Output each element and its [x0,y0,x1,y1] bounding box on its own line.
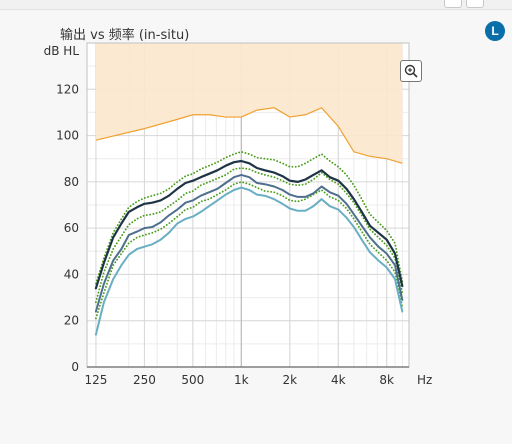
x-tick-labels: 125 250 500 1k 2k 4k 8k [84,373,394,387]
series-line-lower [94,186,404,336]
y-tick-label: 20 [64,314,79,328]
zoom-button[interactable] [400,60,422,82]
x-tick-label: 125 [84,373,107,387]
y-tick-label: 60 [64,221,79,235]
chart-title: 输出 vs 频率 (in-situ) [60,28,190,43]
toolbar-button[interactable] [444,0,462,8]
zoom-in-icon [404,64,418,78]
range-fill-area [95,43,403,164]
range-lower-boundary [95,107,403,164]
top-toolbar-strip [0,0,512,10]
x-tick-label: 4k [331,373,346,387]
plot-frame [86,42,410,368]
y-tick-labels: 0 20 40 60 80 100 120 [56,82,79,374]
dotted-series-line [95,181,404,320]
y-tick-label: 100 [56,129,79,143]
y-tick-label: 40 [64,267,79,281]
dotted-series-line [95,150,404,285]
series-lines [94,150,404,336]
y-tick-label: 120 [56,82,79,96]
side-badge-icon[interactable]: L [485,21,505,41]
x-tick-label: 1k [234,373,249,387]
x-tick-label: 500 [181,373,204,387]
x-axis-label: Hz [417,373,432,387]
toolbar-button[interactable] [466,0,484,8]
series-line-middle [94,173,404,313]
x-tick-label: 2k [283,373,298,387]
y-tick-label: 80 [64,175,79,189]
y-tick-label: 0 [71,360,79,374]
x-tick-label: 250 [133,373,156,387]
x-tick-label: 8k [379,373,394,387]
dotted-series-line [95,167,404,304]
series-line-upper [94,159,404,290]
target-range-area [95,43,403,164]
y-axis-label: dB HL [44,44,80,58]
